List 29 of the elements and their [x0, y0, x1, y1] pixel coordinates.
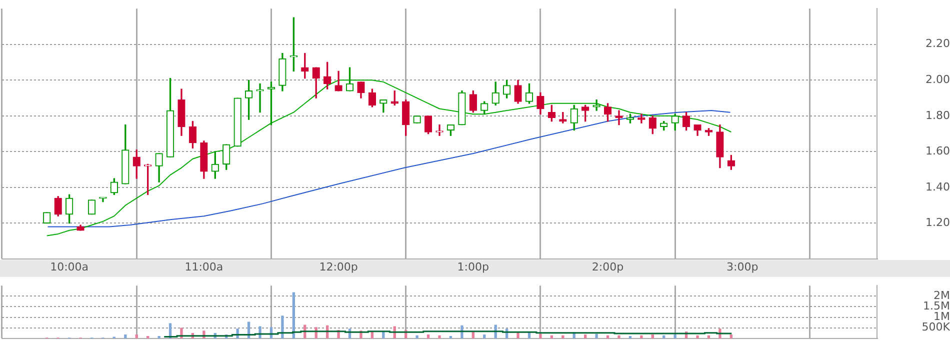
candlestick: [592, 99, 600, 111]
x-tick-label: 11:00a: [184, 260, 224, 274]
y-tick-label: 1M: [934, 310, 950, 324]
bar: [595, 334, 598, 338]
x-tick-label: 1:00p: [457, 260, 490, 274]
y-tick-label: 1.60: [926, 144, 950, 158]
y-tick-label: 2M: [934, 289, 950, 302]
x-tick-label: 10:00a: [50, 260, 89, 274]
bar: [618, 335, 620, 338]
candlestick: [436, 124, 444, 136]
bar: [438, 335, 441, 338]
x-tick-label: 2:00p: [592, 260, 624, 274]
y-tick-label: 500K: [922, 320, 950, 334]
x-tick-label: 12:00p: [319, 260, 358, 274]
bar: [539, 334, 542, 338]
bar: [281, 316, 284, 338]
bar: [292, 292, 295, 338]
y-tick-label: 2.00: [926, 73, 950, 86]
y-tick-label: 1.20: [926, 216, 950, 230]
bar: [696, 335, 699, 338]
y-tick-label: 1.80: [926, 108, 950, 122]
y-tick-label: 2.20: [926, 37, 950, 50]
bar: [416, 335, 418, 338]
bar: [674, 334, 676, 338]
bar: [158, 336, 160, 338]
bar: [640, 335, 643, 338]
y-tick-label: 1.40: [926, 180, 950, 194]
y-tick-label: 1.5M: [923, 300, 950, 313]
x-tick-label: 3:00p: [726, 260, 758, 274]
